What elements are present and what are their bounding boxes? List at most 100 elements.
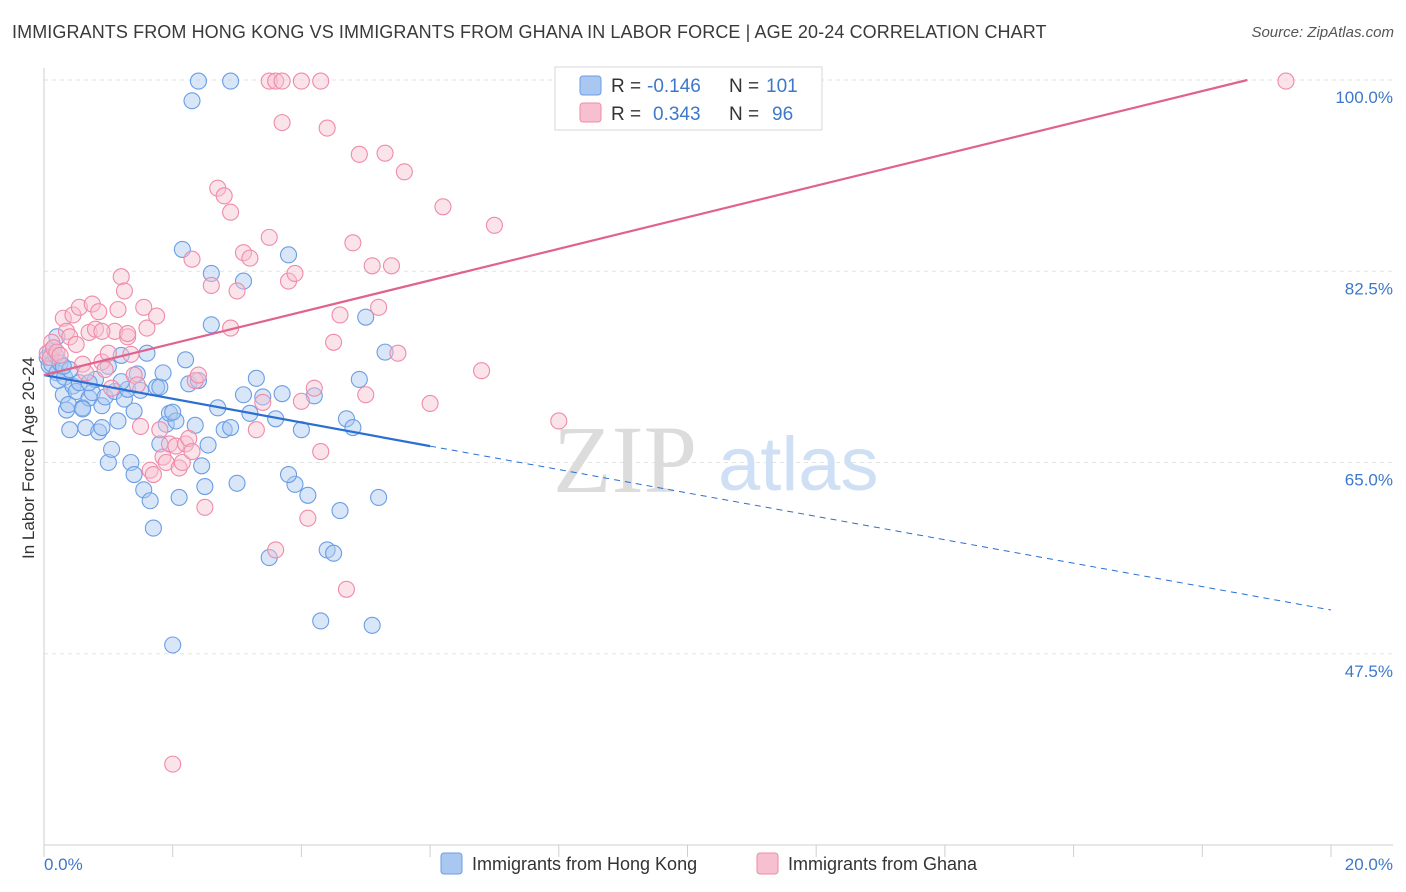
ghana-point	[173, 453, 191, 472]
ghana-point	[312, 72, 330, 90]
hong-kong-point	[164, 636, 182, 654]
hong-kong-point	[183, 92, 201, 110]
hong-kong-point	[125, 465, 143, 484]
legend-r-label-ghana: R =	[611, 104, 641, 125]
y-tick-label: 47.5%	[1345, 662, 1393, 681]
ghana-point	[70, 298, 88, 316]
ghana-point	[389, 344, 407, 362]
ghana-point	[109, 300, 127, 319]
ghana-point	[254, 393, 272, 411]
hong-kong-point	[325, 544, 343, 562]
hong-kong-point	[141, 492, 159, 510]
axes	[43, 68, 1393, 857]
hong-kong-trend-extension	[430, 445, 1332, 611]
ghana-point	[247, 421, 265, 439]
series-ghana-points	[38, 72, 1295, 773]
y-tick-label: 65.0%	[1345, 471, 1393, 490]
ghana-point	[260, 72, 278, 90]
ghana-point	[473, 362, 491, 380]
hong-kong-trend-line	[43, 373, 431, 448]
hong-kong-point	[279, 465, 298, 484]
hong-kong-point	[337, 410, 355, 428]
hong-kong-point	[135, 481, 153, 499]
hong-kong-point	[357, 308, 375, 326]
hong-kong-point	[109, 412, 127, 430]
ghana-point	[144, 465, 162, 484]
ghana-point	[170, 459, 188, 477]
ghana-point	[421, 394, 439, 413]
hong-kong-point	[151, 378, 169, 396]
hong-kong-point	[164, 403, 182, 421]
hong-kong-point	[222, 72, 240, 90]
hong-kong-point	[222, 418, 240, 437]
ghana-point	[376, 144, 394, 162]
ghana-point	[434, 198, 452, 216]
ghana-point	[350, 145, 368, 163]
ghana-point	[131, 417, 150, 435]
ghana-point	[260, 228, 278, 246]
x-tick-label: 0.0%	[44, 855, 83, 874]
ghana-point	[273, 114, 291, 132]
ghana-point	[186, 371, 204, 390]
ghana-point	[86, 320, 105, 338]
legend-n-label-ghana: N =	[729, 104, 759, 125]
hong-kong-point	[193, 457, 211, 475]
ghana-point	[135, 298, 153, 316]
ghana-point	[222, 203, 240, 221]
watermark-zip: ZIP	[553, 406, 697, 513]
ghana-point	[370, 298, 388, 316]
hong-kong-point	[196, 477, 214, 496]
hong-kong-point	[189, 72, 207, 90]
ghana-point	[125, 366, 143, 384]
stats-legend: R = -0.146 N = 101 R = 0.343 N = 96	[554, 66, 823, 131]
hong-kong-point	[154, 364, 172, 382]
ghana-point	[305, 379, 323, 397]
ghana-point	[164, 755, 182, 773]
ghana-point	[54, 309, 72, 327]
y-tick-labels: 47.5% 65.0% 82.5% 100.0%	[1335, 88, 1393, 681]
chart-title: IMMIGRANTS FROM HONG KONG VS IMMIGRANTS …	[12, 22, 1047, 42]
watermark-atlas: atlas	[718, 422, 879, 507]
ghana-point	[215, 187, 233, 205]
legend-n-label-hong-kong: N =	[729, 76, 759, 97]
ghana-point	[550, 412, 568, 430]
hong-kong-point	[299, 486, 317, 504]
ghana-point	[292, 392, 310, 410]
ghana-point	[115, 282, 133, 300]
hong-kong-point	[177, 351, 195, 369]
legend-r-label-hong-kong: R =	[611, 76, 641, 97]
ghana-point	[151, 421, 169, 439]
ghana-point	[106, 322, 124, 340]
ghana-point	[331, 306, 349, 324]
ghana-point	[183, 250, 201, 268]
hong-kong-point	[279, 246, 298, 264]
ghana-point	[325, 333, 343, 351]
bottom-legend-label-hong-kong: Immigrants from Hong Kong	[472, 854, 697, 874]
hong-kong-point	[202, 264, 220, 282]
ghana-point	[344, 234, 362, 252]
ghana-point	[180, 429, 198, 448]
hong-kong-point	[202, 316, 220, 334]
x-tick-label: 20.0%	[1345, 855, 1393, 874]
watermark: ZIP atlas	[553, 406, 879, 513]
chart-source: Source: ZipAtlas.com	[1251, 24, 1394, 41]
ghana-point	[148, 307, 166, 325]
ghana-point	[357, 386, 375, 404]
ghana-point	[202, 276, 220, 295]
ghana-point	[241, 249, 259, 267]
bottom-legend-label-ghana: Immigrants from Ghana	[788, 854, 978, 874]
ghana-point	[112, 268, 130, 286]
legend-n-value-ghana: 96	[772, 104, 793, 125]
hong-kong-point	[273, 385, 291, 403]
ghana-point	[183, 443, 201, 461]
hong-kong-point	[350, 370, 368, 388]
hong-kong-point	[370, 488, 388, 507]
hong-kong-point	[215, 421, 233, 439]
ghana-point	[312, 443, 330, 461]
ghana-point	[93, 322, 111, 340]
hong-kong-point	[125, 402, 143, 420]
ghana-point	[138, 319, 156, 337]
hong-kong-point	[96, 388, 114, 406]
ghana-trend-line	[43, 78, 1248, 377]
